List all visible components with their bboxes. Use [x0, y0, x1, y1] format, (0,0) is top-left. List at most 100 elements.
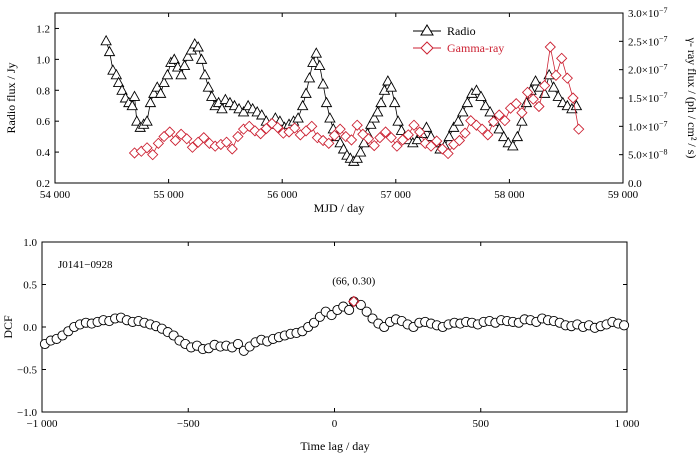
radio-point: [570, 99, 583, 111]
y2-tick-label: 1.5×10−7: [628, 91, 667, 105]
radio-point: [395, 124, 408, 135]
gamma-point: [573, 123, 585, 135]
x-tick-label: 0: [332, 418, 338, 430]
radio-point: [457, 105, 469, 117]
gamma-point: [368, 139, 380, 152]
y2-tick-label: 0.0: [628, 178, 642, 190]
x-tick-label: 500: [473, 418, 490, 430]
dcf-frame: [41, 241, 628, 413]
gamma-point: [385, 132, 397, 144]
gamma-point: [527, 93, 539, 105]
radio-point: [112, 76, 125, 87]
gamma-point: [232, 130, 244, 143]
radio-point: [475, 90, 487, 101]
radio-point: [307, 56, 319, 67]
radio-point: [110, 68, 123, 80]
dcf-point: [361, 306, 372, 317]
radio-point: [296, 99, 309, 111]
radio-point: [310, 47, 323, 58]
radio-point: [547, 81, 560, 92]
gamma-point: [556, 52, 568, 64]
gamma-point: [141, 142, 153, 154]
gamma-point: [561, 72, 573, 84]
source-name-label: J0141−0928: [58, 259, 113, 271]
y-tick-label: −0.5: [17, 365, 37, 377]
radio-point: [144, 96, 157, 108]
y-tick-label: −1.0: [17, 407, 37, 419]
radio-point: [507, 139, 519, 151]
gamma-point: [391, 140, 403, 152]
gamma-point: [459, 127, 471, 139]
radio-point: [148, 87, 160, 98]
radio-point: [158, 76, 170, 87]
gamma-point: [181, 133, 193, 145]
gamma-point: [306, 120, 318, 132]
radio-point: [382, 75, 394, 86]
y-tick-label: 1.0: [23, 237, 37, 249]
radio-point: [354, 146, 367, 157]
light-curve-y2-ticks: 0.0 5.0×10−8 1.0×10−7 1.5×10−7 2.0×10−7 2.5×1…: [619, 6, 667, 190]
radio-point: [175, 68, 187, 80]
radio-point: [320, 96, 333, 108]
radio-point: [516, 115, 528, 126]
radio-point: [199, 68, 211, 80]
gamma-point: [431, 135, 443, 147]
gamma-point: [272, 121, 284, 134]
radio-point: [141, 115, 153, 126]
radio-point: [168, 53, 181, 64]
gamma-point: [516, 107, 528, 119]
y-tick-label: 1.0: [36, 54, 50, 66]
dcf-point: [344, 304, 355, 316]
gamma-point: [487, 116, 500, 128]
light-curve-series: [100, 34, 585, 166]
radio-point: [161, 68, 174, 80]
y-tick-label: 0.2: [36, 178, 50, 190]
gamma-point: [345, 134, 358, 146]
light-curve-y-axis-label: Radio flux / Jy: [4, 63, 18, 134]
x-tick-label: 55 000: [153, 189, 184, 201]
radio-point: [126, 99, 139, 111]
gamma-point: [425, 140, 437, 152]
gamma-point: [482, 129, 494, 141]
legend-radio-marker: [420, 24, 434, 36]
radio-point: [493, 122, 505, 134]
dcf-y-axis-label: DCF: [1, 315, 15, 339]
radio-point: [255, 109, 268, 120]
radio-point: [182, 50, 194, 61]
gamma-point: [538, 79, 551, 92]
peak-annotation: (66, 0.30): [332, 276, 375, 288]
gamma-point: [533, 100, 545, 113]
gamma-point: [334, 123, 346, 135]
legend-radio-label: Radio: [447, 24, 476, 38]
gamma-point: [220, 136, 233, 148]
radio-point: [411, 133, 424, 145]
x-tick-label: 59 000: [608, 189, 639, 201]
radio-point: [479, 99, 492, 111]
radio-point: [154, 87, 167, 98]
gamma-point: [351, 119, 363, 131]
dcf-x-ticks: −1 000 −500 0 500 1 000: [27, 242, 640, 430]
radio-point: [206, 90, 218, 101]
radio-point: [131, 115, 143, 126]
radio-point: [392, 115, 404, 126]
x-tick-label: 1 000: [615, 418, 640, 430]
legend-gamma-label: Gamma-ray: [447, 41, 504, 55]
y-tick-label: 0.4: [36, 147, 50, 159]
radio-point: [292, 112, 304, 123]
gamma-point: [499, 115, 511, 127]
light-curve-y-ticks: 0.2 0.4 0.6 0.8 1.0 1.2: [36, 23, 59, 190]
radio-point: [470, 84, 483, 95]
radio-point: [461, 96, 474, 108]
gamma-point: [396, 134, 409, 146]
dcf-point: [308, 317, 320, 328]
y-tick-label: 0.8: [36, 85, 50, 97]
x-tick-label: 54 000: [40, 189, 71, 201]
gamma-point: [226, 143, 238, 155]
dcf-panel: −1 000 −500 0 500 1 000 −1.0 −0.5 0.0 0.5 1.0 J0…: [1, 237, 640, 453]
y2-tick-label: 2.5×10−7: [628, 34, 667, 48]
radio-point: [375, 96, 387, 108]
dcf-point: [355, 299, 366, 310]
gamma-point: [362, 133, 375, 145]
radio-point: [202, 81, 215, 92]
